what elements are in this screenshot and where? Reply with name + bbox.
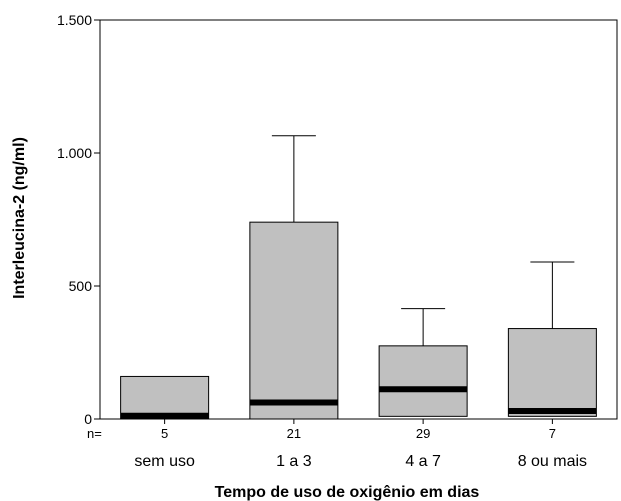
y-axis-title: Interleucina-2 (ng/ml) (11, 137, 28, 299)
box-4 (507, 261, 597, 417)
box-iqr (507, 328, 597, 417)
x-axis-labels: n= 5 sem uso 21 1 a 3 29 4 a 7 7 8 ou mais (87, 419, 587, 470)
box-iqr (249, 221, 339, 420)
box-2 (249, 135, 339, 420)
x-category-label: 4 a 7 (405, 453, 441, 470)
box-1 (120, 375, 210, 420)
boxes (120, 135, 597, 420)
n-value: 5 (161, 426, 168, 441)
plot-frame (99, 19, 618, 420)
x-category-label: sem uso (134, 453, 195, 470)
x-category-label: 1 a 3 (276, 453, 312, 470)
n-value: 7 (549, 426, 556, 441)
x-axis-title: Tempo de uso de oxigênio em dias (215, 484, 480, 501)
n-value: 29 (416, 426, 430, 441)
y-axis: 0 500 1.000 1.500 (57, 12, 100, 427)
y-tick-label: 0 (84, 411, 92, 427)
x-category-label: 8 ou mais (518, 453, 587, 470)
box-iqr (378, 345, 468, 417)
y-tick-label: 500 (69, 278, 93, 294)
box-iqr (120, 375, 210, 420)
plot-area (99, 19, 618, 420)
y-tick-label: 1.500 (57, 12, 92, 28)
y-tick-label: 1.000 (57, 145, 92, 161)
n-value: 21 (287, 426, 301, 441)
n-label: n= (87, 426, 102, 441)
box-3 (378, 308, 468, 417)
